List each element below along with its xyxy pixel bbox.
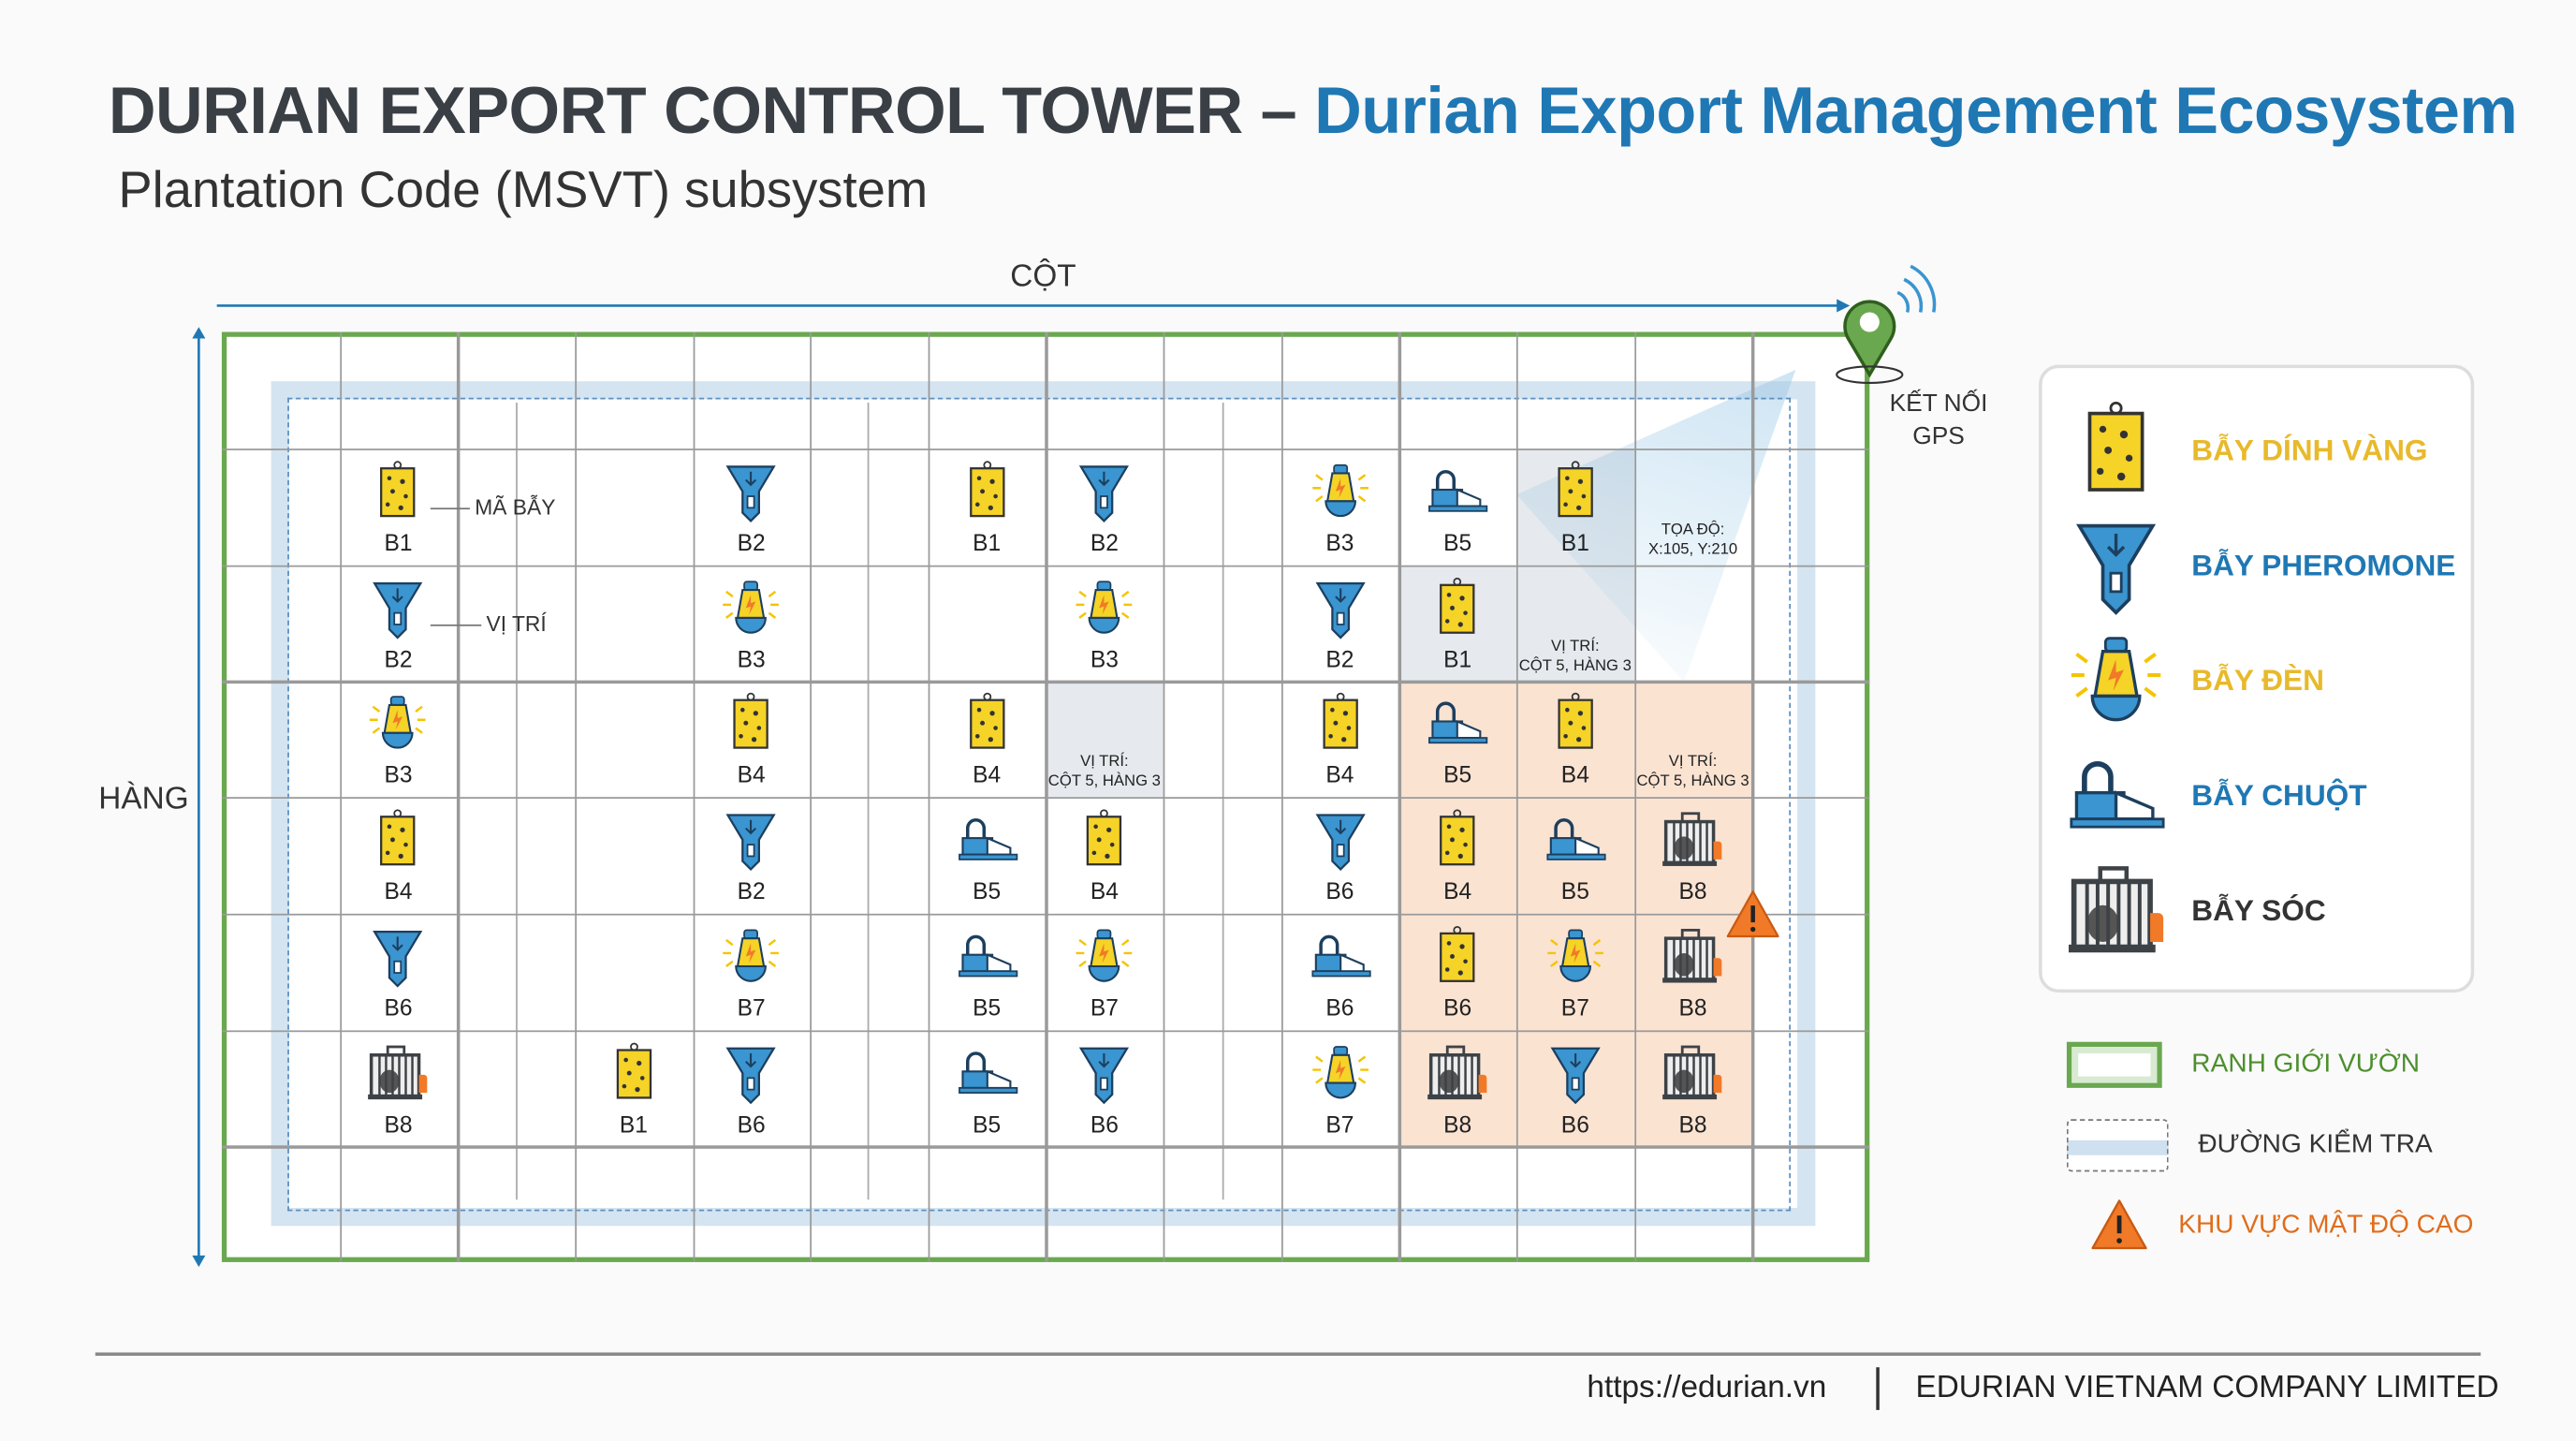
- column-axis-label: CỘT: [1010, 259, 1076, 295]
- column-axis-arrow: [216, 299, 1851, 313]
- gps-label-line2: GPS: [1912, 422, 1965, 450]
- gps-pin-icon: [1836, 264, 1937, 384]
- legend-item-warning: KHU VỰC MẬT ĐỘ CAO: [2089, 1197, 2473, 1256]
- plantation-field-grid: [221, 331, 1870, 1262]
- footer-divider: [95, 1352, 2481, 1356]
- footer-website-link[interactable]: https://edurian.vn: [1587, 1370, 1827, 1405]
- legend-label: BẪY CHUỘT: [2191, 778, 2367, 812]
- lamp-trap-icon: [2063, 627, 2168, 732]
- inspection-path-swatch-icon: [2066, 1119, 2169, 1172]
- page-subtitle: Plantation Code (MSVT) subsystem: [118, 160, 929, 219]
- page-title: DURIAN EXPORT CONTROL TOWER – Durian Exp…: [108, 75, 2518, 150]
- legend-label: BẪY PHEROMONE: [2191, 548, 2456, 581]
- gps-connection-label: KẾT NỐI GPS: [1873, 388, 2004, 453]
- legend-label: KHU VỰC MẬT ĐỘ CAO: [2178, 1211, 2474, 1240]
- row-axis-arrow: [192, 327, 206, 1268]
- row-axis-label: HÀNG: [98, 782, 189, 817]
- legend-item-inspection: ĐƯỜNG KIỂM TRA: [2066, 1119, 2433, 1172]
- legend-label: BẪY DÍNH VÀNG: [2191, 433, 2428, 466]
- legend-item-mouse: BẪY CHUỘT: [2063, 743, 2367, 847]
- legend-item-pheromone: BẪY PHEROMONE: [2063, 513, 2455, 618]
- cage-trap-icon: [2063, 858, 2168, 963]
- legend-label: BẪY ĐÈN: [2191, 663, 2324, 697]
- legend-item-boundary: RANH GIỚI VƯỜN: [2066, 1041, 2421, 1088]
- warning-triangle-icon: [2089, 1197, 2148, 1256]
- legend-label: RANH GIỚI VƯỜN: [2191, 1050, 2421, 1079]
- sticky-trap-icon: [2063, 398, 2168, 503]
- legend-item-sticky: BẪY DÍNH VÀNG: [2063, 398, 2427, 503]
- pheromone-trap-icon: [2063, 513, 2168, 618]
- boundary-swatch-icon: [2066, 1041, 2162, 1088]
- footer-company-name: EDURIAN VIETNAM COMPANY LIMITED: [1915, 1370, 2499, 1405]
- title-accent: Durian Export Management Ecosystem: [1314, 75, 2518, 148]
- mouse-trap-icon: [2063, 743, 2168, 847]
- footer-separator: [1876, 1367, 1879, 1410]
- legend-item-cage: BẪY SÓC: [2063, 858, 2326, 963]
- title-main: DURIAN EXPORT CONTROL TOWER –: [108, 75, 1315, 148]
- legend-item-lamp: BẪY ĐÈN: [2063, 627, 2324, 732]
- legend-label: ĐƯỜNG KIỂM TRA: [2198, 1130, 2433, 1159]
- legend-label: BẪY SÓC: [2191, 892, 2326, 926]
- gps-label-line1: KẾT NỐI: [1889, 389, 1988, 418]
